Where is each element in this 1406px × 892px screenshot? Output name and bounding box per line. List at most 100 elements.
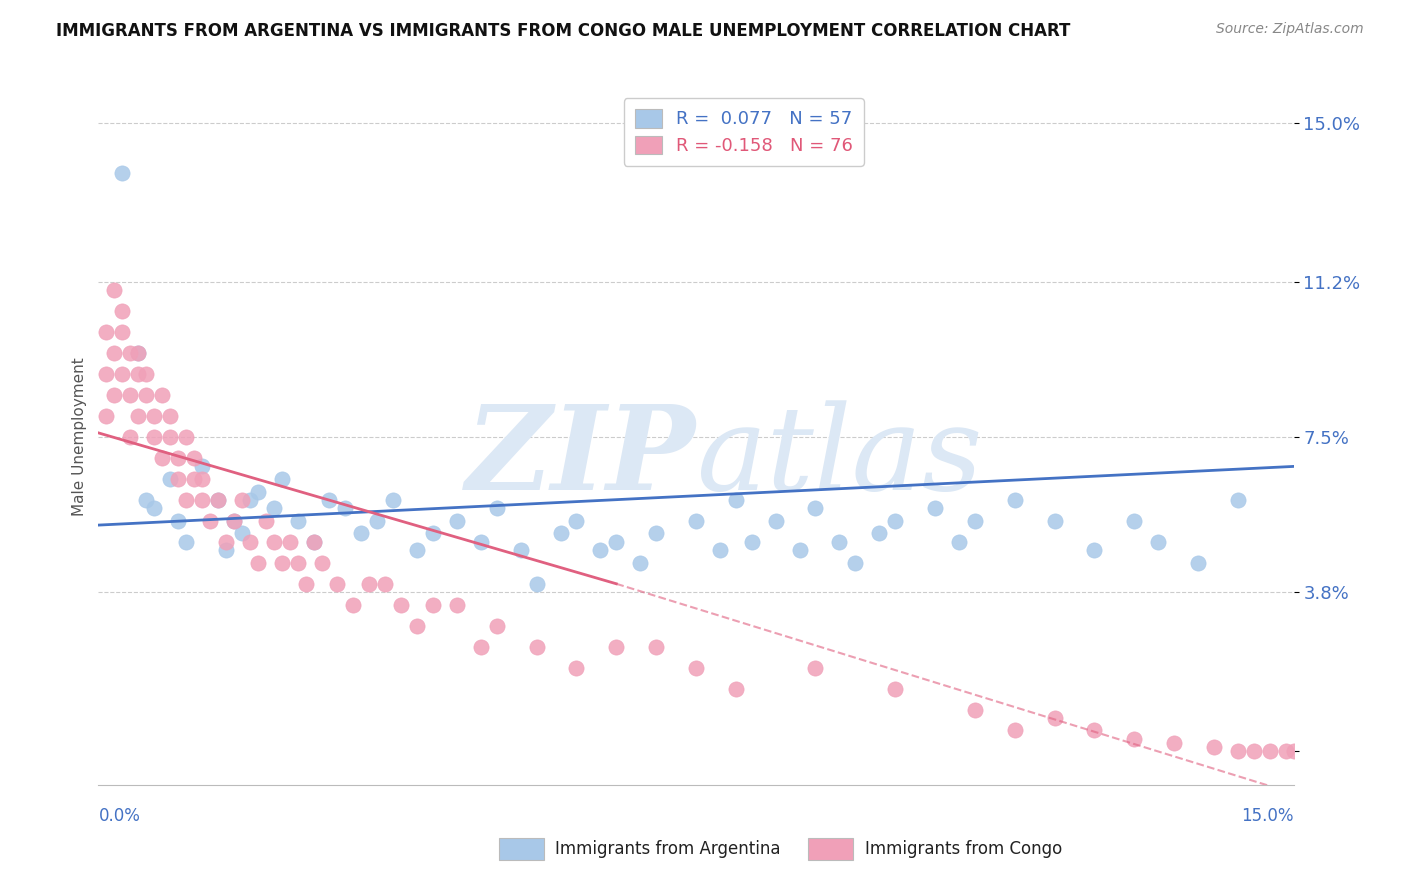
Point: [167, 472, 190, 486]
Point: [1004, 723, 1026, 738]
Point: [246, 556, 269, 570]
Point: [470, 534, 492, 549]
Text: Source: ZipAtlas.com: Source: ZipAtlas.com: [1216, 22, 1364, 37]
Point: [628, 556, 651, 570]
Point: [120, 388, 142, 402]
Point: [143, 430, 166, 444]
Point: [1043, 711, 1066, 725]
Point: [302, 534, 325, 549]
Y-axis label: Male Unemployment: Male Unemployment: [72, 358, 87, 516]
Point: [311, 556, 333, 570]
Point: [278, 534, 301, 549]
Point: [111, 326, 134, 340]
Point: [103, 284, 125, 298]
Point: [589, 543, 612, 558]
Point: [389, 598, 412, 612]
Point: [1123, 514, 1146, 528]
Point: [231, 492, 253, 507]
Point: [374, 576, 396, 591]
Point: [1123, 731, 1146, 746]
Point: [1187, 556, 1209, 570]
Point: [103, 346, 125, 360]
Point: [183, 472, 205, 486]
Point: [422, 598, 444, 612]
Point: [270, 556, 292, 570]
Point: [1274, 744, 1296, 758]
Point: [143, 501, 166, 516]
Point: [127, 346, 149, 360]
Point: [207, 492, 229, 507]
Point: [645, 526, 668, 541]
Point: [1083, 723, 1105, 738]
Point: [96, 326, 118, 340]
Point: [1043, 514, 1066, 528]
Point: [111, 166, 134, 180]
Text: Immigrants from Argentina: Immigrants from Argentina: [555, 840, 780, 858]
Point: [239, 534, 262, 549]
Point: [159, 430, 181, 444]
Point: [359, 576, 381, 591]
Point: [135, 492, 157, 507]
Text: 0.0%: 0.0%: [98, 807, 141, 825]
Point: [120, 430, 142, 444]
Point: [382, 492, 405, 507]
Point: [96, 409, 118, 424]
Point: [526, 640, 548, 654]
Point: [254, 514, 277, 528]
Point: [868, 526, 890, 541]
Point: [207, 492, 229, 507]
Point: [302, 534, 325, 549]
Point: [1243, 744, 1265, 758]
Point: [366, 514, 388, 528]
Point: [263, 501, 285, 516]
Point: [724, 492, 747, 507]
Point: [96, 368, 118, 382]
Point: [446, 514, 468, 528]
Point: [844, 556, 866, 570]
Point: [150, 450, 173, 465]
Point: [191, 492, 214, 507]
Point: [485, 618, 508, 632]
Point: [645, 640, 668, 654]
Point: [804, 660, 827, 674]
Point: [263, 534, 285, 549]
Point: [446, 598, 468, 612]
Point: [948, 534, 970, 549]
Point: [565, 514, 588, 528]
Text: 15.0%: 15.0%: [1241, 807, 1294, 825]
Point: [287, 514, 309, 528]
Point: [167, 514, 190, 528]
Point: [550, 526, 572, 541]
Point: [159, 472, 181, 486]
Point: [150, 388, 173, 402]
Point: [111, 304, 134, 318]
Point: [1004, 492, 1026, 507]
Point: [183, 450, 205, 465]
Point: [222, 514, 245, 528]
Point: [828, 534, 851, 549]
Point: [526, 576, 548, 591]
Point: [287, 556, 309, 570]
Point: [143, 409, 166, 424]
Point: [1258, 744, 1281, 758]
Point: [1163, 736, 1185, 750]
Point: [127, 346, 149, 360]
Point: [1226, 492, 1249, 507]
Point: [765, 514, 787, 528]
Point: [605, 534, 627, 549]
Point: [1083, 543, 1105, 558]
Point: [422, 526, 444, 541]
Point: [789, 543, 811, 558]
Point: [159, 409, 181, 424]
Point: [111, 368, 134, 382]
Point: [167, 450, 190, 465]
Point: [215, 534, 238, 549]
Point: [884, 681, 907, 696]
Point: [135, 368, 157, 382]
Point: [120, 346, 142, 360]
Point: [270, 472, 292, 486]
Point: [215, 543, 238, 558]
Point: [174, 430, 197, 444]
Point: [135, 388, 157, 402]
Point: [509, 543, 531, 558]
